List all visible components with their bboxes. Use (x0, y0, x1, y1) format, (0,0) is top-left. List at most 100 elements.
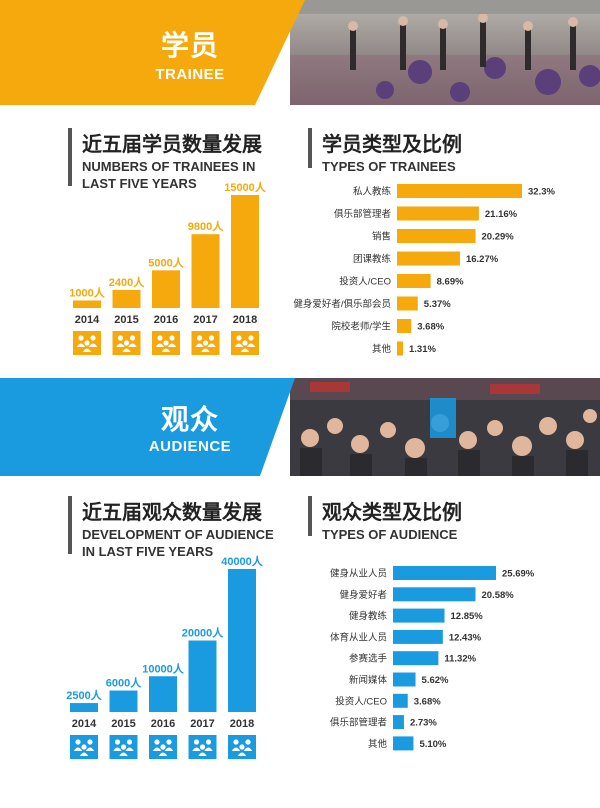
value-label: 12.43% (449, 632, 482, 643)
people-group-icon (191, 331, 220, 355)
category-label: 其他 (368, 738, 388, 750)
audience-photo (290, 378, 600, 476)
year-label: 2016 (154, 314, 178, 326)
year-label: 2018 (233, 314, 257, 326)
value-label: 8.69% (437, 277, 464, 288)
bar (397, 319, 412, 333)
trainee-types-title-en: TYPES OF TRAINEES (322, 158, 456, 175)
category-label: 其他 (372, 343, 392, 355)
trainee-photo (290, 0, 600, 105)
category-label: 团课教练 (353, 253, 392, 265)
value-label: 5000人 (148, 255, 184, 269)
trainee-growth-title-en-line1: NUMBERS OF TRAINEES IN (82, 159, 256, 174)
year-label: 2014 (75, 314, 100, 326)
audience-banner-subtitle: AUDIENCE (148, 438, 232, 455)
bar (393, 629, 443, 644)
value-label: 16.27% (466, 254, 499, 265)
audience-types-chart: 健身从业人员 25.69% 健身爱好者 20.58% 健身教练 12.85% 体育从业人员 1… (330, 566, 535, 751)
category-label: 健身教练 (349, 610, 388, 622)
audience-banner-title: 观众 (160, 403, 219, 436)
bar (393, 566, 496, 580)
year-label: 2014 (72, 718, 97, 730)
category-label: 俱乐部管理者 (330, 717, 387, 729)
people-group-icon (109, 735, 138, 759)
people-group-icon (152, 331, 180, 355)
audience-growth-title-en-line2: IN LAST FIVE YEARS (82, 544, 214, 559)
bar-2016 (149, 676, 177, 712)
bar (393, 672, 416, 687)
trainee-growth-title: 近五届学员数量发展 (82, 132, 262, 156)
bar (397, 251, 460, 266)
category-label: 参赛选手 (349, 653, 388, 665)
header-accent-bar (68, 128, 72, 186)
trainee-banner: 学员 TRAINEE (0, 0, 600, 105)
trainee-growth-title-en-line2: LAST FIVE YEARS (82, 176, 197, 191)
audience-growth-title-en: DEVELOPMENT OF AUDIENCE IN LAST FIVE YEA… (82, 526, 274, 560)
value-label: 2500人 (66, 688, 102, 702)
audience-growth-title-en-line1: DEVELOPMENT OF AUDIENCE (82, 527, 274, 542)
value-label: 20.58% (482, 590, 515, 601)
value-label: 5.37% (424, 299, 451, 310)
bar (397, 274, 431, 288)
value-label: 40000人 (221, 555, 264, 568)
audience-types-title-en: TYPES OF AUDIENCE (322, 526, 457, 543)
year-label: 2018 (230, 718, 254, 730)
year-label: 2015 (114, 314, 138, 326)
trainee-banner-subtitle: TRAINEE (155, 66, 225, 83)
bar (393, 736, 414, 751)
year-label: 2017 (193, 314, 217, 326)
people-group-icon (70, 735, 98, 759)
value-label: 3.68% (414, 696, 441, 707)
bar-2015 (109, 690, 138, 712)
bar (393, 715, 404, 730)
audience-growth-title: 近五届观众数量发展 (82, 500, 262, 524)
bar-2018 (231, 195, 259, 308)
audience-types-title-en-line1: TYPES OF AUDIENCE (322, 527, 458, 542)
value-label: 10000人 (142, 661, 185, 675)
bar-2014 (70, 703, 98, 712)
bar-2015 (112, 289, 141, 308)
value-label: 21.16% (485, 209, 518, 220)
year-label: 2015 (111, 718, 135, 730)
value-label: 5.62% (422, 675, 449, 686)
bar-2017 (191, 234, 220, 308)
value-label: 20000人 (182, 626, 225, 640)
trainee-types-title-en-line1: TYPES OF TRAINEES (322, 159, 456, 174)
header-accent-bar (68, 496, 72, 554)
trainee-types-chart: 私人教练 32.3% 俱乐部管理者 21.16% 销售 20.29% 团课教练 16.27% 投… (293, 184, 555, 356)
bar-2016 (152, 270, 180, 308)
bar (397, 341, 403, 356)
bar-2018 (228, 569, 256, 712)
people-group-icon (73, 331, 101, 355)
bar (397, 296, 418, 311)
audience-banner-block (0, 378, 295, 476)
category-label: 私人教练 (353, 186, 392, 198)
value-label: 2.73% (410, 718, 437, 729)
people-group-icon (188, 735, 217, 759)
value-label: 20.29% (482, 232, 515, 243)
value-label: 1.31% (409, 344, 436, 355)
value-label: 12.85% (451, 611, 484, 622)
category-label: 健身爱好者 (339, 589, 387, 601)
bar (397, 184, 522, 198)
audience-growth-chart: 2500人 2014 6000人 2015 10000人 2016 20000人 2017 40… (66, 555, 264, 759)
people-group-icon (231, 331, 259, 355)
category-label: 投资人/CEO (335, 695, 387, 707)
category-label: 院校老师/学生 (331, 321, 391, 333)
value-label: 1000人 (69, 285, 105, 299)
audience-types-title: 观众类型及比例 (322, 500, 462, 524)
year-label: 2016 (151, 718, 175, 730)
trainee-banner-title: 学员 (160, 29, 219, 62)
year-label: 2017 (190, 718, 214, 730)
audience-banner: 观众 AUDIENCE (0, 378, 600, 476)
bar (397, 206, 479, 221)
bar (393, 651, 439, 666)
value-label: 9800人 (188, 219, 224, 233)
value-label: 2400人 (109, 275, 145, 289)
value-label: 5.10% (419, 739, 446, 750)
category-label: 俱乐部管理者 (334, 208, 391, 220)
category-label: 健身爱好者/俱乐部会员 (293, 298, 391, 310)
category-label: 投资人/CEO (339, 276, 391, 288)
people-group-icon (149, 735, 177, 759)
people-group-icon (228, 735, 256, 759)
